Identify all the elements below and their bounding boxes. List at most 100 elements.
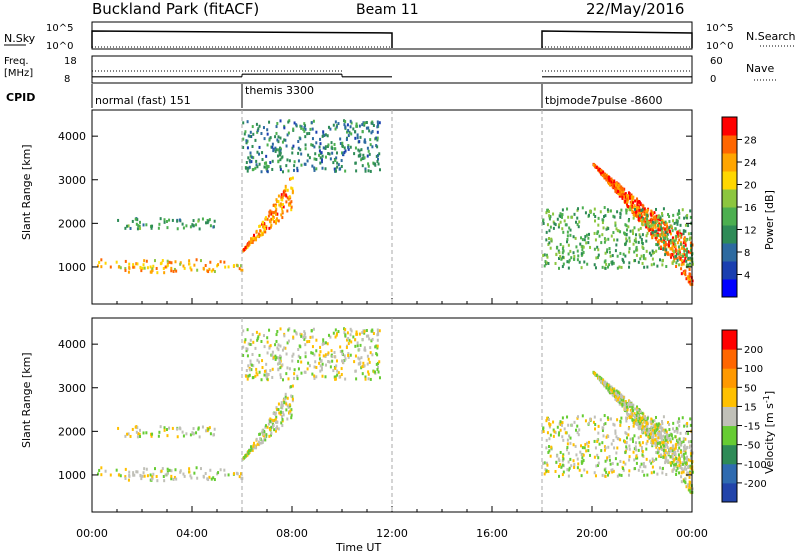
- power-cell: [671, 253, 674, 257]
- power-cell: [145, 259, 148, 263]
- power-cell: [619, 211, 622, 215]
- velocity-cell: [621, 403, 624, 407]
- velocity-cell: [689, 452, 692, 456]
- power-cell: [119, 266, 122, 270]
- velocity-cell: [363, 346, 366, 350]
- y-tick-label: 2000: [58, 217, 86, 230]
- power-cell: [619, 230, 622, 234]
- velocity-cell: [608, 386, 611, 390]
- power-cell: [580, 266, 583, 270]
- velocity-cell: [567, 468, 570, 472]
- power-cell: [686, 247, 689, 251]
- power-cell: [652, 217, 655, 221]
- velocity-cell: [642, 462, 645, 466]
- velocity-cell: [319, 350, 322, 354]
- velocity-cell: [347, 336, 350, 340]
- velocity-cell: [689, 466, 692, 470]
- power-cell: [279, 168, 282, 172]
- velocity-cell: [161, 467, 164, 471]
- power-cell: [603, 215, 606, 219]
- power-cell: [664, 241, 667, 245]
- velocity-cell: [680, 467, 683, 471]
- velocity-cell: [255, 371, 258, 375]
- velocity-cell: [558, 459, 561, 463]
- power-cell: [627, 219, 630, 223]
- velocity-cell: [124, 467, 127, 471]
- power-cell: [613, 238, 616, 242]
- power-cell: [274, 135, 277, 139]
- power-cell: [595, 256, 598, 260]
- power-cell: [344, 169, 347, 173]
- velocity-cell: [179, 470, 182, 474]
- velocity-cell: [684, 451, 687, 455]
- power-cell: [599, 210, 602, 214]
- velocity-cell: [243, 456, 246, 460]
- power-cell: [625, 211, 628, 215]
- power-cell: [666, 232, 669, 236]
- velocity-cell: [559, 450, 562, 454]
- velocity-cell: [247, 342, 250, 346]
- power-cell: [313, 166, 316, 170]
- power-cell: [290, 177, 293, 181]
- power-cell: [576, 258, 579, 262]
- velocity-cell: [279, 357, 282, 361]
- power-cell: [619, 251, 622, 255]
- velocity-cell: [286, 366, 289, 370]
- power-cell: [247, 166, 250, 170]
- power-cell: [684, 269, 687, 273]
- power-cell: [252, 156, 255, 160]
- power-cell: [660, 227, 663, 231]
- velocity-cell: [292, 352, 295, 356]
- power-cell: [287, 197, 290, 201]
- velocity-cell: [655, 422, 658, 426]
- power-cell: [128, 266, 131, 270]
- power-cell: [622, 260, 625, 264]
- power-cell: [574, 236, 577, 240]
- power-cell: [675, 234, 678, 238]
- power-cell: [598, 167, 601, 171]
- power-cell: [324, 133, 327, 137]
- velocity-cell: [648, 436, 651, 440]
- velocity-cell: [631, 418, 634, 422]
- power-cell: [155, 266, 158, 270]
- power-cell: [612, 261, 615, 265]
- power-cell: [646, 217, 649, 221]
- velocity-cell: [282, 378, 285, 382]
- velocity-cell: [252, 441, 255, 445]
- velocity-cell: [662, 434, 665, 438]
- power-cell: [280, 202, 283, 206]
- velocity-cell: [291, 354, 294, 358]
- velocity-cell: [613, 446, 616, 450]
- power-cell: [600, 169, 603, 173]
- velocity-cell: [124, 475, 127, 479]
- power-cell: [349, 145, 352, 149]
- power-cell: [321, 134, 324, 138]
- noise-tick-bottom-left: 10^0: [46, 41, 73, 52]
- power-cell: [633, 204, 636, 208]
- velocity-cell: [683, 461, 686, 465]
- velocity-cell: [686, 421, 689, 425]
- velocity-cell: [576, 424, 579, 428]
- power-cell: [633, 211, 636, 215]
- velocity-cell: [286, 396, 289, 400]
- power-cell: [322, 130, 325, 134]
- power-cell: [355, 124, 358, 128]
- velocity-cell: [256, 338, 259, 342]
- velocity-cell: [683, 447, 686, 451]
- velocity-cell: [672, 446, 675, 450]
- velocity-cell: [251, 352, 254, 356]
- power-cell: [671, 241, 674, 245]
- power-cell: [614, 189, 617, 193]
- power-cell: [201, 217, 204, 221]
- power-cell: [238, 267, 241, 271]
- power-cell: [552, 220, 555, 224]
- velocity-cell: [580, 452, 583, 456]
- power-cell: [616, 254, 619, 258]
- power-cell: [136, 218, 139, 222]
- velocity-cell: [683, 479, 686, 483]
- power-cell: [616, 238, 619, 242]
- velocity-cell: [117, 473, 120, 477]
- power-cell: [629, 229, 632, 233]
- velocity-cell: [632, 403, 635, 407]
- power-cell: [361, 157, 364, 161]
